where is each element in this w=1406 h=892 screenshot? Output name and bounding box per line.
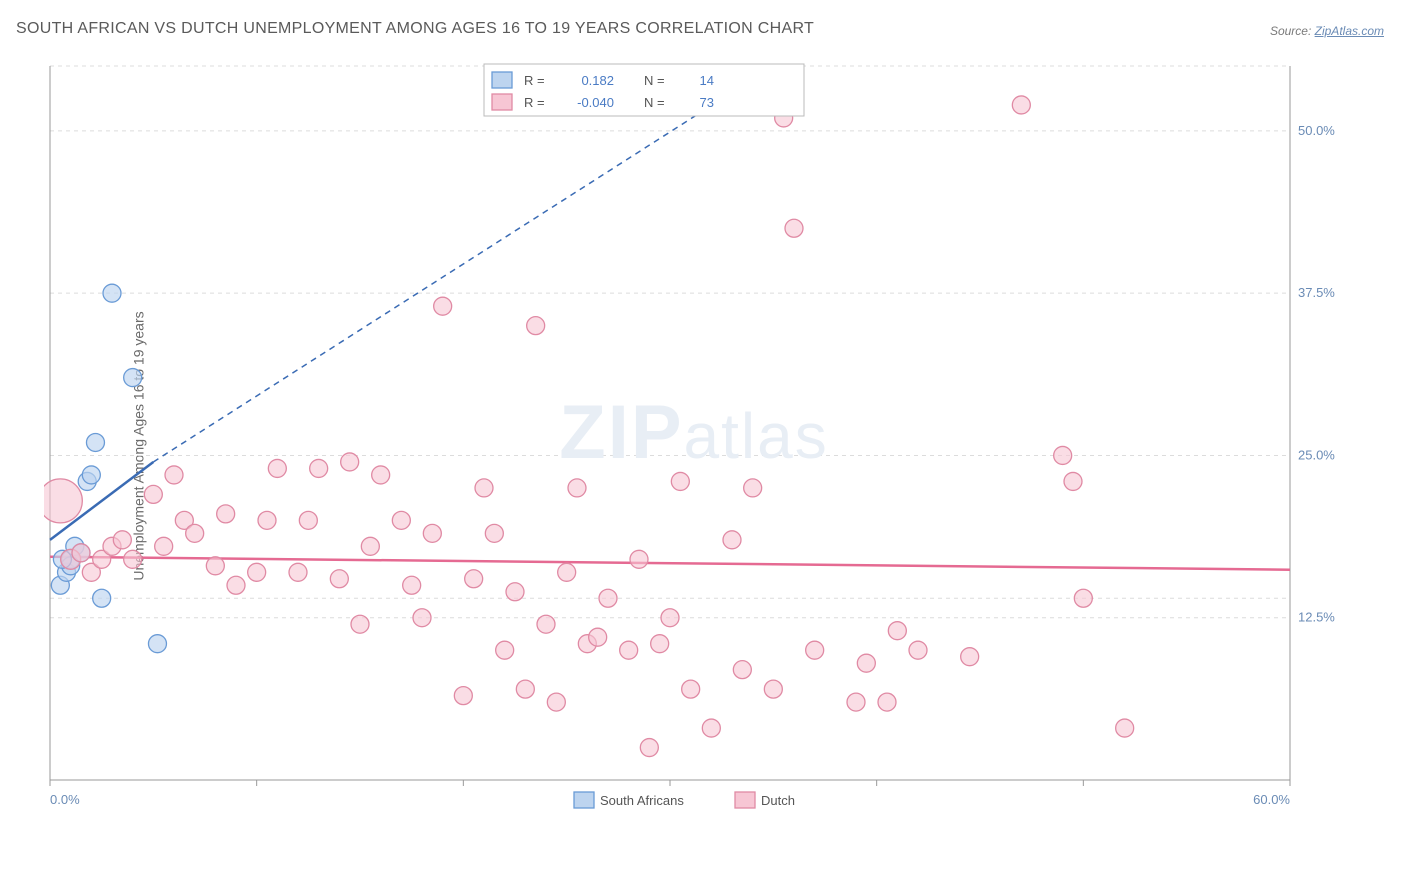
svg-text:South Africans: South Africans [600, 793, 684, 808]
svg-text:R =: R = [524, 95, 545, 110]
svg-text:73: 73 [700, 95, 714, 110]
svg-text:60.0%: 60.0% [1253, 792, 1290, 807]
svg-text:N =: N = [644, 73, 665, 88]
chart-source: Source: ZipAtlas.com [1270, 24, 1384, 38]
svg-text:R =: R = [524, 73, 545, 88]
svg-text:37.5%: 37.5% [1298, 285, 1335, 300]
chart-svg: 12.5% 25.0% 37.5% 50.0% 0.0% 60.0% R = 0.182 N =… [44, 56, 1344, 826]
svg-text:0.0%: 0.0% [50, 792, 80, 807]
svg-text:N =: N = [644, 95, 665, 110]
svg-text:12.5%: 12.5% [1298, 610, 1335, 625]
svg-text:14: 14 [700, 73, 714, 88]
svg-text:25.0%: 25.0% [1298, 447, 1335, 462]
svg-text:50.0%: 50.0% [1298, 123, 1335, 138]
svg-text:0.182: 0.182 [581, 73, 614, 88]
plot-area: 12.5% 25.0% 37.5% 50.0% 0.0% 60.0% R = 0.182 N =… [44, 56, 1344, 826]
svg-text:-0.040: -0.040 [577, 95, 614, 110]
chart-title: SOUTH AFRICAN VS DUTCH UNEMPLOYMENT AMON… [16, 20, 814, 38]
svg-text:Dutch: Dutch [761, 793, 795, 808]
source-label: Source: [1270, 24, 1311, 38]
source-link[interactable]: ZipAtlas.com [1315, 24, 1384, 38]
